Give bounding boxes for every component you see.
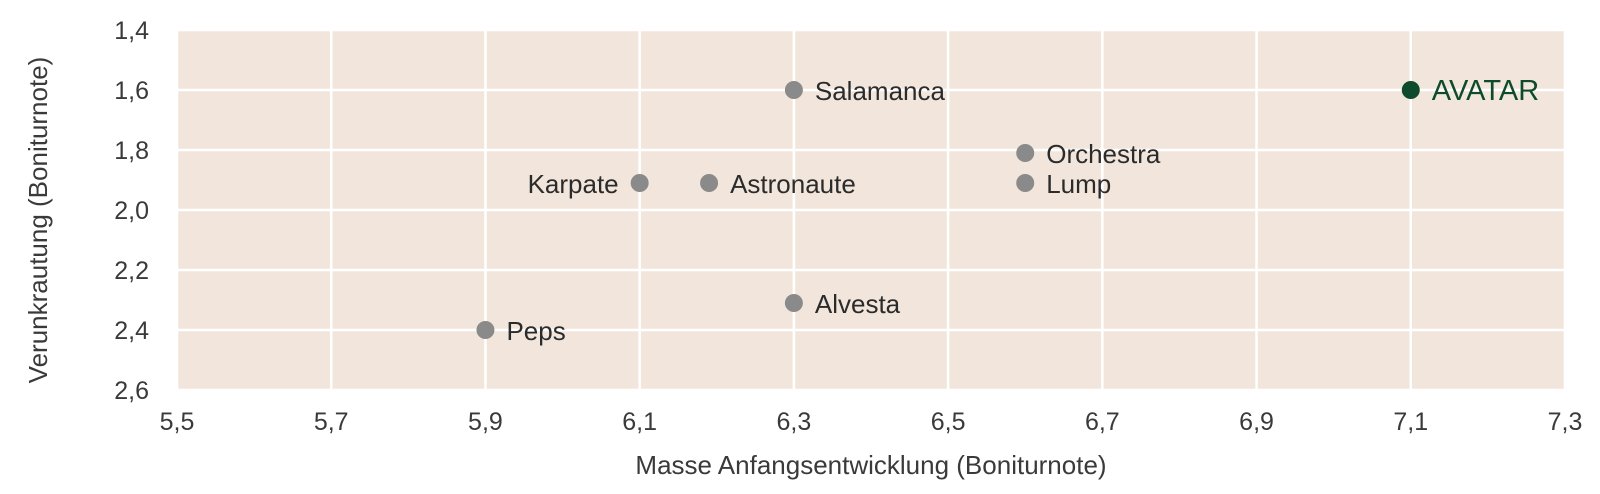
x-tick-label: 5,5 (160, 408, 195, 436)
y-tick-label: 2,2 (114, 257, 149, 285)
y-tick-label: 2,0 (114, 197, 149, 225)
y-tick-label: 2,4 (114, 317, 149, 345)
y-axis-title: Verunkrautung (Boniturnote) (23, 57, 53, 384)
x-tick-label: 6,1 (622, 408, 657, 436)
data-point-label: Lump (1046, 169, 1111, 199)
data-point (1016, 144, 1035, 162)
data-point-label: Orchestra (1046, 139, 1161, 169)
x-tick-label: 7,1 (1393, 408, 1428, 436)
x-tick-label: 5,9 (468, 408, 503, 436)
y-axis-ticks: 1,4 1,6 1,8 2,0 2,2 2,4 2,6 (114, 17, 149, 405)
data-point (1016, 174, 1035, 192)
x-axis-title: Masse Anfangsentwicklung (Boniturnote) (635, 450, 1106, 480)
data-point-label: Alvesta (815, 289, 901, 319)
x-tick-label: 6,9 (1239, 408, 1274, 436)
data-point (1401, 81, 1420, 99)
data-point (476, 321, 495, 339)
data-point-label: Karpate (528, 169, 619, 199)
data-point-label: Salamanca (815, 76, 946, 106)
x-tick-label: 6,5 (931, 408, 966, 436)
data-point (700, 174, 719, 192)
x-axis-ticks: 5,5 5,7 5,9 6,1 6,3 6,5 6,7 6,9 7,1 7,3 (160, 408, 1583, 436)
x-tick-label: 6,3 (777, 408, 812, 436)
x-tick-label: 6,7 (1085, 408, 1120, 436)
y-tick-label: 1,4 (114, 17, 149, 45)
data-point-label: Astronaute (730, 169, 856, 199)
data-point-label: AVATAR (1432, 75, 1539, 107)
data-point (784, 81, 803, 99)
data-point (784, 294, 803, 312)
y-tick-label: 2,6 (114, 377, 149, 405)
data-point (630, 174, 649, 192)
y-tick-label: 1,8 (114, 137, 149, 165)
x-tick-label: 7,3 (1548, 408, 1583, 436)
data-point-label: Peps (506, 316, 565, 346)
x-tick-label: 5,7 (314, 408, 349, 436)
y-tick-label: 1,6 (114, 77, 149, 105)
data-points: Salamanca AVATAR Orchestra Karpate Astronaut… (476, 75, 1539, 346)
